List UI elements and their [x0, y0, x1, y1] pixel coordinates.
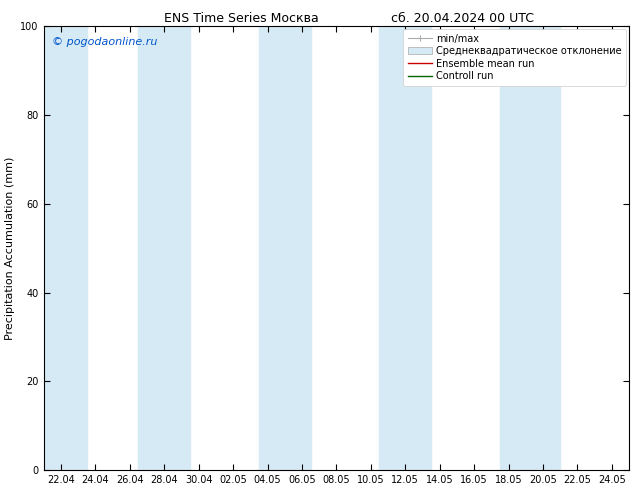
Text: сб. 20.04.2024 00 UTC: сб. 20.04.2024 00 UTC	[391, 12, 534, 25]
Bar	[379, 26, 431, 470]
Y-axis label: Precipitation Accumulation (mm): Precipitation Accumulation (mm)	[5, 156, 15, 340]
Legend: min/max, Среднеквадратическое отклонение, Ensemble mean run, Controll run: min/max, Среднеквадратическое отклонение…	[403, 29, 626, 86]
Bar	[138, 26, 190, 470]
Bar	[500, 26, 560, 470]
Text: © pogodaonline.ru: © pogodaonline.ru	[53, 37, 158, 47]
Text: ENS Time Series Москва: ENS Time Series Москва	[164, 12, 318, 25]
Bar	[44, 26, 87, 470]
Bar	[259, 26, 311, 470]
